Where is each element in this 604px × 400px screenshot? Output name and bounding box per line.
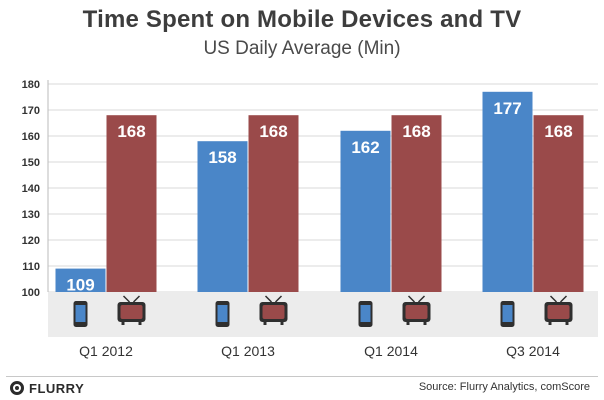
data-label: 168 xyxy=(117,122,145,141)
tv-screen xyxy=(120,305,143,319)
bar-tv xyxy=(248,115,299,292)
y-tick-label: 160 xyxy=(22,131,40,143)
tv-antenna xyxy=(122,295,131,303)
chart-subtitle: US Daily Average (Min) xyxy=(203,38,401,59)
data-label: 168 xyxy=(544,122,572,141)
tv-leg xyxy=(263,322,267,325)
category-label: Q1 2013 xyxy=(221,343,275,359)
category-label: Q1 2014 xyxy=(364,343,418,359)
y-tick-label: 100 xyxy=(22,287,40,299)
smartphone-screen xyxy=(75,305,86,322)
tv-screen xyxy=(405,305,428,319)
y-tick-label: 180 xyxy=(22,79,40,91)
footer-divider xyxy=(6,376,598,377)
data-label: 168 xyxy=(402,122,430,141)
flurry-logo: FLURRY xyxy=(10,380,84,396)
smartphone-screen xyxy=(217,305,228,322)
tv-leg xyxy=(565,322,569,325)
bar-tv xyxy=(391,115,442,292)
flurry-logo-icon xyxy=(10,381,24,395)
tv-leg xyxy=(138,322,142,325)
tv-antenna xyxy=(264,295,273,303)
source-note: Source: Flurry Analytics, comScore xyxy=(418,381,590,393)
tv-leg xyxy=(406,322,410,325)
tv-leg xyxy=(548,322,552,325)
y-tick-label: 150 xyxy=(22,157,40,169)
data-label: 177 xyxy=(493,99,521,118)
y-tick-label: 120 xyxy=(22,235,40,247)
tv-antenna xyxy=(407,295,416,303)
flurry-logo-text: FLURRY xyxy=(29,380,85,396)
bar-tv xyxy=(106,115,157,292)
y-tick-label: 110 xyxy=(22,261,40,273)
tv-screen xyxy=(262,305,285,319)
bar-chart: 100 110 120 130 140 150 160 170 180 109 168 Q1 2012… xyxy=(22,79,598,359)
bar-tv xyxy=(533,115,584,292)
chart-title: Time Spent on Mobile Devices and TV xyxy=(82,6,522,33)
data-label: 162 xyxy=(351,138,379,157)
data-label: 158 xyxy=(208,148,236,167)
data-label: 109 xyxy=(66,276,94,295)
bar-mobile xyxy=(340,130,391,292)
tv-leg xyxy=(280,322,284,325)
bar-mobile xyxy=(197,141,248,292)
category-label: Q1 2012 xyxy=(79,343,133,359)
tv-screen xyxy=(547,305,570,319)
bar-mobile xyxy=(55,268,106,292)
data-label: 168 xyxy=(259,122,287,141)
tv-leg xyxy=(121,322,125,325)
y-tick-label: 130 xyxy=(22,209,40,221)
y-tick-label: 140 xyxy=(22,183,40,195)
y-tick-label: 170 xyxy=(22,105,40,117)
smartphone-screen xyxy=(502,305,513,322)
category-label: Q3 2014 xyxy=(506,343,560,359)
tv-antenna xyxy=(559,295,568,303)
tv-leg xyxy=(423,322,427,325)
tv-antenna xyxy=(274,295,283,303)
smartphone-screen xyxy=(360,305,371,322)
tv-antenna xyxy=(417,295,426,303)
tv-antenna xyxy=(132,295,141,303)
tv-antenna xyxy=(549,295,558,303)
bar-mobile xyxy=(482,91,533,292)
